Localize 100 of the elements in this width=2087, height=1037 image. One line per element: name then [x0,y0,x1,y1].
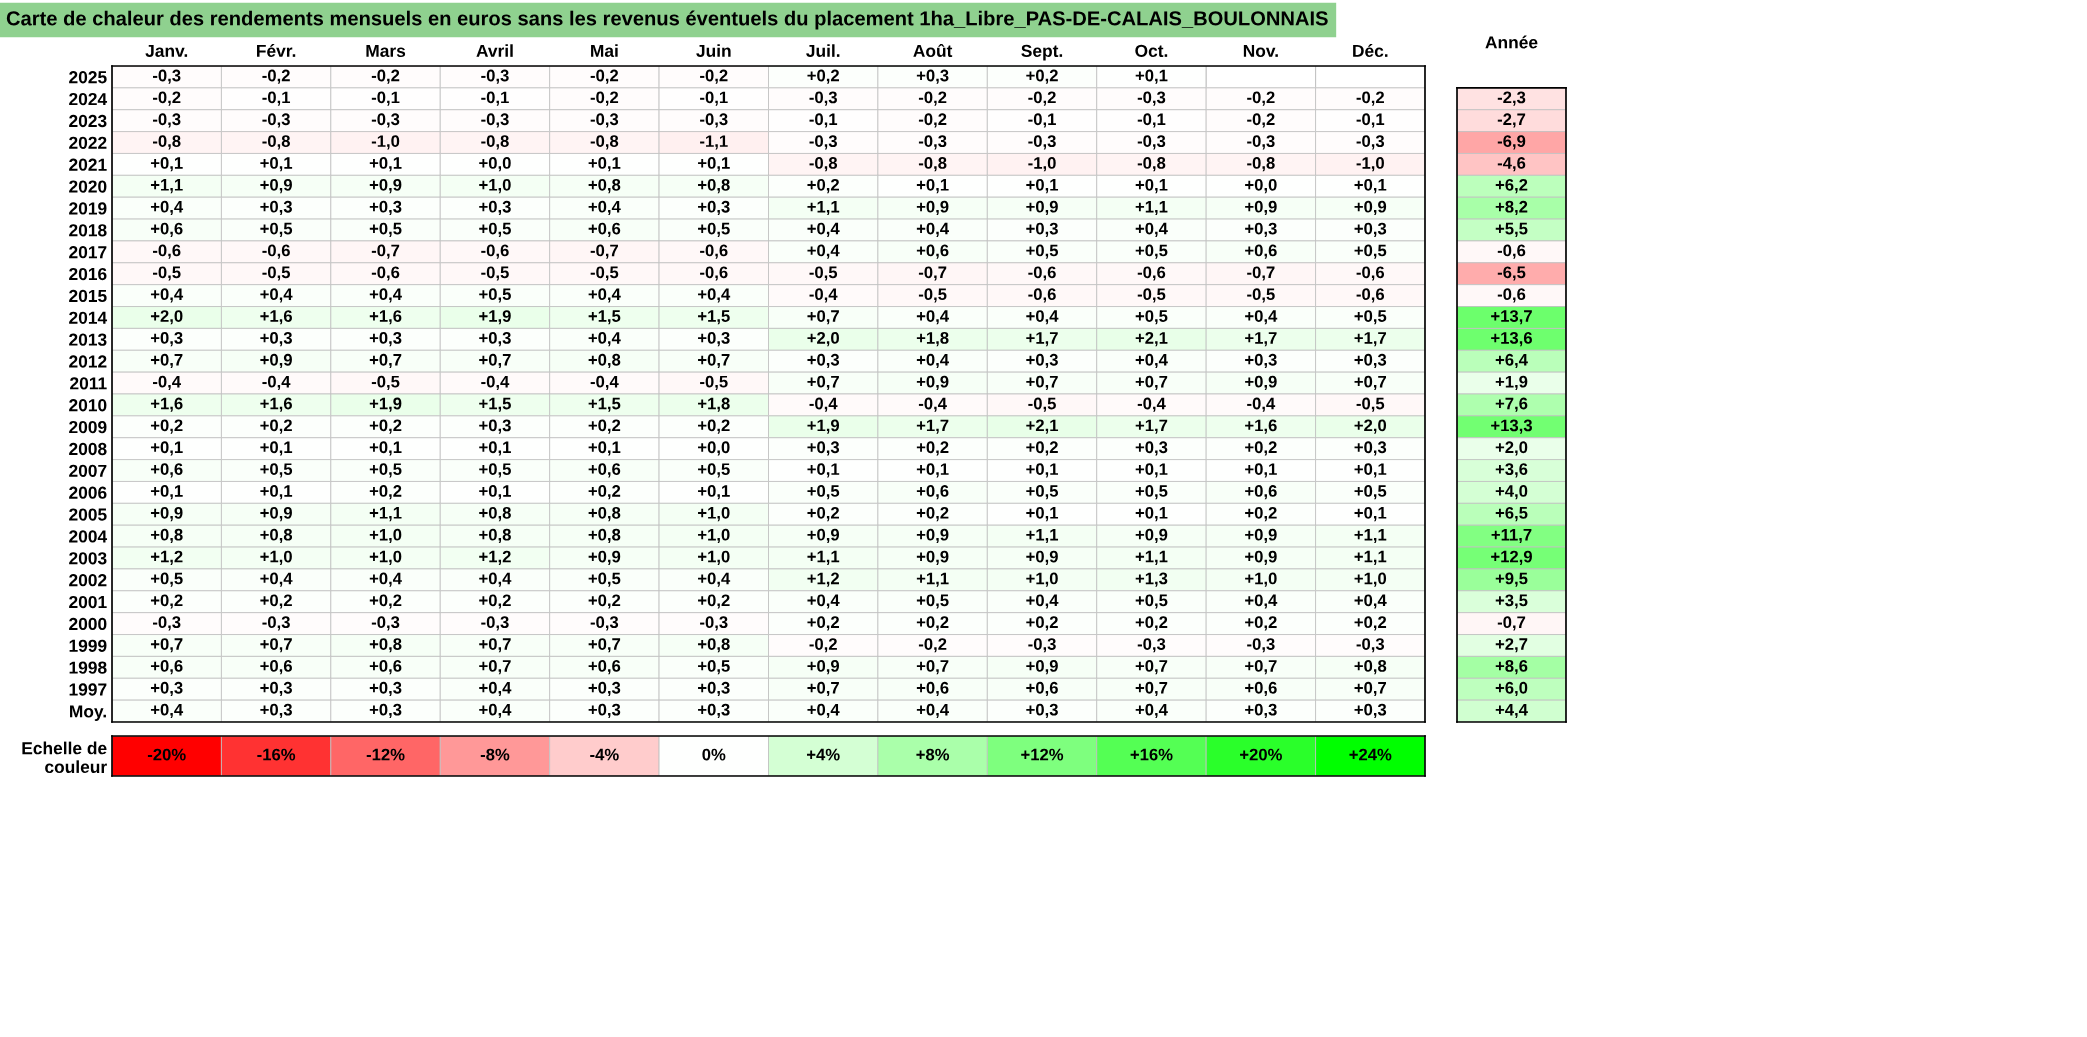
data-label: +0,2 [369,485,402,500]
data-label: +0,7 [807,375,839,390]
data-label: +0,8 [479,528,511,544]
data-label: +1,9 [369,397,402,412]
data-label: -0,6 [371,266,400,281]
data-label: +0,7 [150,353,183,369]
y-tick-label: 2001 [69,595,107,609]
data-label: +1,0 [479,178,511,194]
data-label: +0,0 [479,157,511,172]
y-tick-label: 2020 [69,180,107,193]
data-label: -0,4 [1137,397,1166,412]
x-tick-label: Oct. [1135,44,1168,58]
data-label: +0,1 [150,441,183,456]
data-label: +0,4 [916,703,949,718]
data-label: +0,3 [1026,222,1058,237]
data-label: +0,9 [916,550,949,565]
data-label: +0,4 [369,572,402,587]
data-label: -0,3 [153,113,181,128]
data-label: +0,4 [916,222,949,237]
data-label: +1,1 [807,200,840,216]
data-label: -0,2 [918,113,947,128]
data-label: +0,5 [260,222,293,237]
data-label: +4% [807,748,840,761]
data-label: +0,2 [916,506,949,522]
data-label: +8,6 [1495,660,1528,675]
data-label: +0,9 [1245,200,1277,216]
data-label: +8,2 [1495,200,1528,216]
data-label: +0,2 [916,441,949,456]
data-label: +0,7 [588,638,621,653]
data-label: -0,3 [481,113,509,128]
data-label: -0,4 [1247,397,1276,412]
data-label: -0,2 [809,638,837,653]
data-label: +0,3 [1245,703,1277,718]
data-label: -0,2 [590,91,619,106]
data-label: +0,2 [479,594,511,609]
data-label: +1,9 [807,419,840,434]
data-label: +0,8 [588,528,621,544]
data-label: +0,2 [1245,506,1277,522]
x-tick-label: Juil. [806,44,840,58]
data-label: -0,1 [1137,113,1166,128]
data-label: -16% [257,748,296,761]
data-label: +0,3 [260,681,292,697]
data-label: -0,7 [1247,266,1275,281]
data-label: -1,1 [700,135,728,150]
data-label: +0,1 [369,157,402,172]
data-label: -0,4 [153,375,181,390]
data-label: +1,1 [150,179,183,194]
data-label: -0,3 [1137,638,1166,653]
data-label: +0,5 [369,222,402,237]
data-label: -0,5 [262,266,291,281]
data-label: +0,3 [698,703,730,718]
y-tick-label: 2007 [69,464,107,477]
data-label: +0,9 [369,178,402,194]
data-label: +0,5 [1354,485,1387,500]
data-label: +0,1 [260,157,293,172]
data-label: +0,8 [260,528,293,544]
data-label: +0,9 [807,528,840,544]
data-label: +0,8 [698,178,730,194]
data-label: -0,1 [262,91,291,106]
data-label: +0,3 [1354,441,1387,456]
data-label: +0,8 [479,506,511,522]
y-tick-label: 2009 [69,420,107,434]
data-label: +0,6 [150,463,183,478]
data-label: -0,3 [918,135,947,150]
data-label: -0,3 [590,113,619,128]
data-label: +0,4 [1026,310,1059,325]
data-label: +0,1 [479,485,511,500]
data-label: +0,4 [260,572,293,587]
data-label: +0,1 [1135,463,1168,478]
data-label: -0,8 [262,135,290,150]
data-label: +0,4 [807,222,840,237]
data-label: +0,4 [1135,353,1168,369]
y-tick-label: 2018 [69,224,107,237]
data-label: +0,2 [369,419,402,434]
data-label: +0,3 [260,703,292,718]
data-label: +0,7 [1354,681,1387,697]
y-tick-label: 2004 [69,530,108,543]
data-label: +0,7 [369,353,402,369]
data-label: -20% [147,748,186,761]
data-label: +13,3 [1491,419,1532,434]
data-label: -0,1 [700,91,728,106]
data-label: -2,7 [1497,113,1526,128]
data-label: +0,3 [479,419,511,434]
data-label: +0,3 [588,681,621,697]
data-label: +0,7 [807,681,839,697]
data-label: +0,6 [150,660,183,675]
data-label: +0,7 [150,638,183,653]
y-tick-label: 2021 [69,158,107,171]
data-label: -0,2 [1247,91,1275,106]
data-label: -1,0 [1356,157,1384,172]
data-label: -0,6 [1497,244,1526,259]
data-label: +0,5 [479,222,511,237]
data-label: -0,5 [1028,397,1056,412]
data-label: -0,2 [153,91,181,106]
data-label: +0,1 [1135,69,1168,84]
data-label: +2,1 [1026,419,1059,434]
data-label: +0,5 [1135,244,1168,259]
data-label: +0,3 [1245,353,1277,369]
x-tick-label: Mai [591,44,618,58]
y-tick-label: 2003 [69,552,107,565]
